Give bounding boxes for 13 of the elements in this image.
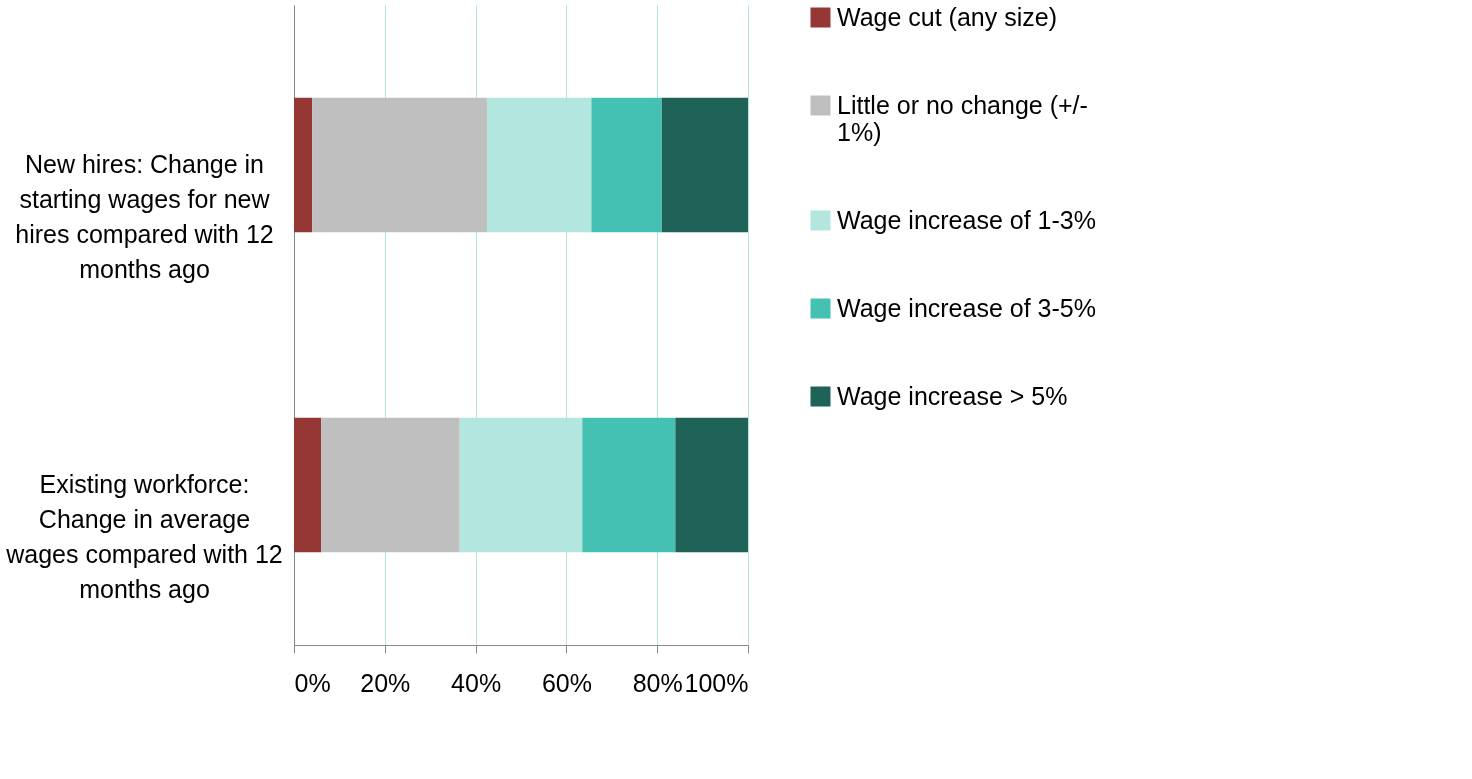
x-tick-label: 60%	[541, 668, 592, 697]
legend-label: Wage increase of 3-5%	[837, 293, 1096, 322]
legend-label: Wage increase of 1-3%	[837, 205, 1096, 234]
x-tick-label: 20%	[360, 668, 411, 697]
y-tick-label: Existing workforce: Change in average wages compared with 12 months ago	[5, 470, 283, 603]
x-tick-label: 0%	[294, 668, 331, 697]
legend-label: Little or no change (+/- 1%)	[837, 90, 1088, 146]
legend-label: Wage increase > 5%	[837, 381, 1068, 410]
x-tick-label: 80%	[632, 668, 683, 697]
x-tick-label: 100%	[684, 668, 749, 697]
legend-label: Wage cut (any size)	[837, 2, 1057, 31]
x-tick-label: 40%	[451, 668, 502, 697]
y-tick-label: New hires: Change in starting wages for new hires compared with 12 months ago	[15, 150, 274, 283]
